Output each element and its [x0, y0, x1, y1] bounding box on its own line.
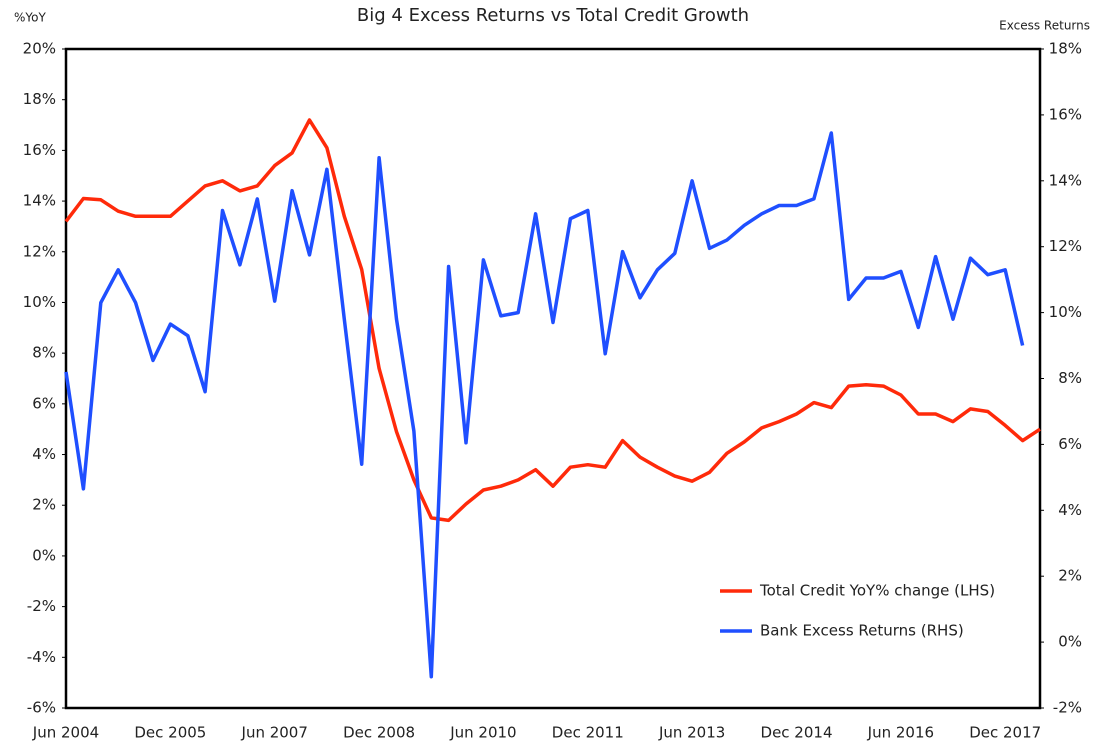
y2-tick-label: 16%: [1049, 105, 1082, 123]
y2-tick-label: 4%: [1058, 501, 1082, 519]
x-tick-label: Dec 2017: [969, 724, 1041, 742]
y-axis-label: %YoY: [14, 11, 46, 25]
y2-tick-label: 6%: [1058, 435, 1082, 453]
y2-tick-label: 12%: [1049, 237, 1082, 255]
legend-label: Total Credit YoY% change (LHS): [759, 582, 995, 600]
x-tick-label: Jun 2016: [867, 724, 934, 742]
y-tick-label: 20%: [23, 40, 56, 58]
series-line: [64, 131, 1025, 679]
legend-label: Bank Excess Returns (RHS): [760, 622, 964, 640]
y2-tick-label: -2%: [1053, 699, 1082, 717]
y-tick-label: -2%: [27, 597, 56, 615]
y-tick-label: -4%: [27, 648, 56, 666]
y2-axis-label: Excess Returns: [999, 19, 1090, 33]
y-tick-label: 0%: [32, 546, 56, 564]
y2-tick-label: 8%: [1058, 369, 1082, 387]
y2-tick-label: 0%: [1058, 633, 1082, 651]
plot-frame: [64, 47, 1042, 710]
y-tick-label: 2%: [32, 496, 56, 514]
y-tick-label: 12%: [23, 242, 56, 260]
x-tick-label: Jun 2004: [32, 724, 99, 742]
y2-tick-label: 14%: [1049, 171, 1082, 189]
x-tick-label: Jun 2007: [241, 724, 308, 742]
y-tick-label: -6%: [27, 699, 56, 717]
y-tick-label: 10%: [23, 293, 56, 311]
y2-tick-label: 2%: [1058, 567, 1082, 585]
x-tick-label: Dec 2005: [134, 724, 206, 742]
y-tick-label: 14%: [23, 192, 56, 210]
y-tick-label: 6%: [32, 394, 56, 412]
series-line: [64, 118, 1041, 523]
x-tick-label: Dec 2014: [761, 724, 833, 742]
y-tick-label: 18%: [23, 90, 56, 108]
x-tick-label: Jun 2013: [658, 724, 725, 742]
x-tick-label: Dec 2011: [552, 724, 624, 742]
x-tick-label: Dec 2008: [343, 724, 415, 742]
y-tick-label: 4%: [32, 445, 56, 463]
y-tick-label: 8%: [32, 344, 56, 362]
chart-title: Big 4 Excess Returns vs Total Credit Gro…: [357, 5, 749, 26]
y2-tick-label: 10%: [1049, 303, 1082, 321]
y-tick-label: 16%: [23, 141, 56, 159]
x-tick-label: Jun 2010: [449, 724, 516, 742]
y2-tick-label: 18%: [1049, 40, 1082, 58]
